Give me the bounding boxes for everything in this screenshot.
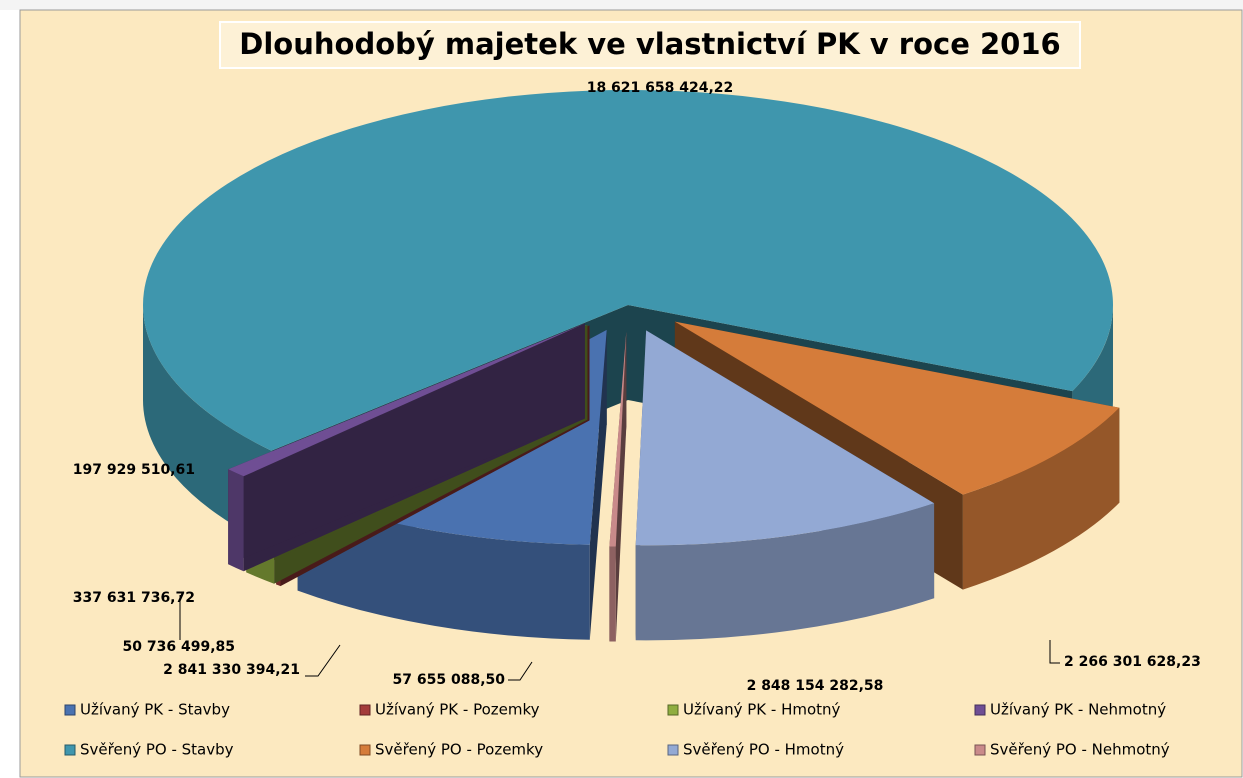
legend-swatch [667, 704, 679, 716]
slice-wall [962, 407, 1120, 590]
slice-side [228, 323, 585, 565]
slice-top [143, 89, 1114, 451]
title-box [219, 21, 1081, 69]
data-label: 18 621 658 424,22 [587, 80, 734, 96]
chart-title: Dlouhodobý majetek ve vlastnictví PK v r… [239, 27, 1060, 61]
legend-label: Užívaný PK - Nehmotný [990, 701, 1166, 719]
data-label: 197 929 510,61 [73, 462, 195, 478]
slice-wall [228, 469, 244, 572]
legend-label: Užívaný PK - Pozemky [375, 701, 540, 719]
sheet-grid [0, 0, 1243, 10]
slice-wall [635, 503, 935, 641]
legend-swatch [974, 704, 986, 716]
data-label: 2 841 330 394,21 [163, 662, 300, 678]
legend-swatch [359, 704, 371, 716]
legend-swatch [667, 744, 679, 756]
pie-slice [635, 330, 935, 641]
slice-top [635, 330, 935, 546]
pie-slice [228, 323, 585, 572]
pie-slice [609, 331, 627, 642]
data-label: 337 631 736,72 [73, 590, 195, 606]
legend-label: Užívaný PK - Stavby [80, 701, 230, 719]
legend-label: Svěřený PO - Stavby [80, 741, 234, 759]
legend-label: Užívaný PK - Hmotný [683, 701, 841, 719]
legend-swatch [974, 744, 986, 756]
legend-label: Svěřený PO - Pozemky [375, 741, 543, 759]
data-label: 2 848 154 282,58 [747, 678, 884, 694]
legend-label: Svěřený PO - Hmotný [683, 741, 844, 759]
pie [143, 89, 1120, 642]
slice-wall [609, 546, 616, 642]
legend-swatch [64, 704, 76, 716]
data-label: 57 655 088,50 [393, 672, 506, 688]
slice-top [674, 321, 1120, 495]
slice-top [228, 323, 585, 477]
legend-label: Svěřený PO - Nehmotný [990, 741, 1170, 759]
legend-swatch [359, 744, 371, 756]
slice-top [609, 331, 627, 547]
legend-swatch [64, 744, 76, 756]
data-label: 50 736 499,85 [123, 639, 235, 655]
data-label: 2 266 301 628,23 [1064, 654, 1201, 670]
